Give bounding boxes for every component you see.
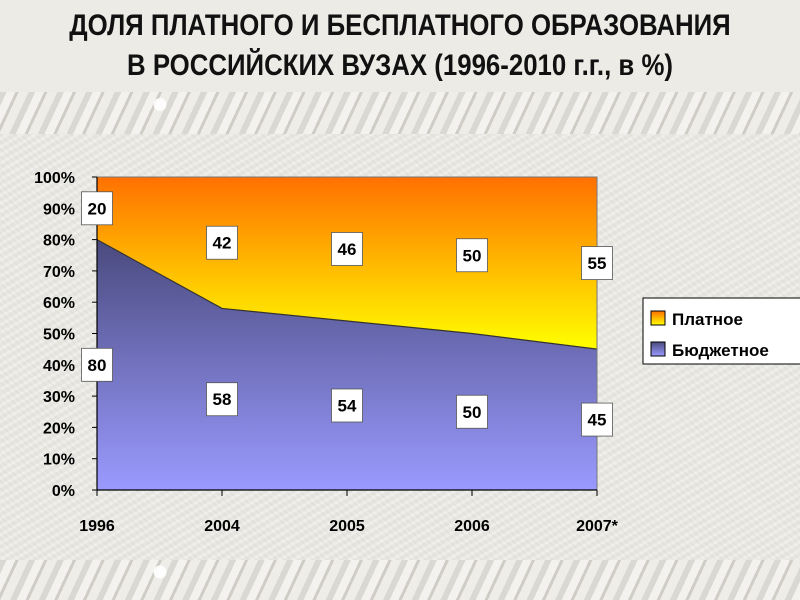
data-label-text: 50 xyxy=(463,403,482,422)
y-tick-label: 80% xyxy=(43,233,75,250)
data-label-paid: 50 xyxy=(456,238,488,273)
y-tick-label: 20% xyxy=(43,420,75,437)
data-label-paid: 55 xyxy=(581,246,613,280)
y-tick-label: 50% xyxy=(43,327,75,344)
legend-label: Платное xyxy=(672,310,743,329)
legend-entry-paid: Платное xyxy=(650,310,743,329)
data-label-budget: 80 xyxy=(81,347,113,382)
data-label-text: 45 xyxy=(588,411,607,430)
y-tick-label: 30% xyxy=(43,389,75,406)
data-label-paid: 20 xyxy=(81,191,113,226)
data-label-paid: 42 xyxy=(206,225,238,260)
boundary-line xyxy=(96,239,598,350)
legend-label: Бюджетное xyxy=(672,341,769,360)
data-label-text: 50 xyxy=(463,246,482,265)
data-label-box xyxy=(456,238,488,273)
data-label-text: 42 xyxy=(213,234,232,253)
y-tick-label: 10% xyxy=(43,452,75,469)
data-label-text: 58 xyxy=(213,390,232,409)
legend: Платное Бюджетное xyxy=(642,297,800,365)
data-label-budget: 50 xyxy=(456,394,488,429)
x-tick-label: 2007* xyxy=(576,518,619,535)
x-tick-label: 2004 xyxy=(204,518,240,535)
data-label-text: 54 xyxy=(338,396,357,415)
title-line-1: ДОЛЯ ПЛАТНОГО И БЕСПЛАТНОГО ОБРАЗОВАНИЯ xyxy=(69,9,731,42)
y-tick-label: 60% xyxy=(43,295,75,312)
data-label-box xyxy=(331,232,363,266)
data-label-box xyxy=(206,382,238,417)
data-label-text: 55 xyxy=(588,254,607,273)
data-label-text: 20 xyxy=(88,199,107,218)
data-label-budget: 58 xyxy=(206,382,238,417)
data-label-text: 46 xyxy=(338,240,357,259)
data-label-box xyxy=(81,191,113,226)
y-tick-label: 100% xyxy=(34,170,75,187)
data-label-box xyxy=(206,225,238,260)
data-label-text: 80 xyxy=(88,356,107,375)
data-label-paid: 46 xyxy=(331,232,363,266)
data-label-box xyxy=(581,246,613,280)
x-tick-label: 2006 xyxy=(454,518,490,535)
data-label-budget: 54 xyxy=(331,388,363,423)
data-label-box xyxy=(81,347,113,382)
data-label-box xyxy=(456,394,488,429)
page-title: ДОЛЯ ПЛАТНОГО И БЕСПЛАТНОГО ОБРАЗОВАНИЯ … xyxy=(56,6,744,86)
legend-entry-budget: Бюджетное xyxy=(650,341,769,360)
y-tick-label: 0% xyxy=(52,483,75,500)
x-tick-label: 1996 xyxy=(79,518,115,535)
decorative-band-bottom xyxy=(0,560,800,600)
title-line-2: В РОССИЙСКИХ ВУЗАХ (1996-2010 г.г., в %) xyxy=(127,49,673,82)
y-tick-label: 70% xyxy=(43,264,75,281)
data-label-box xyxy=(331,388,363,423)
legend-box xyxy=(642,297,800,365)
decorative-band-top xyxy=(0,92,800,134)
y-tick-label: 90% xyxy=(43,201,75,218)
x-tick-label: 2005 xyxy=(329,518,365,535)
y-tick-label: 40% xyxy=(43,358,75,375)
legend-swatch xyxy=(650,341,666,357)
data-label-budget: 45 xyxy=(581,402,613,437)
legend-swatch xyxy=(650,310,666,326)
data-label-box xyxy=(581,402,613,437)
